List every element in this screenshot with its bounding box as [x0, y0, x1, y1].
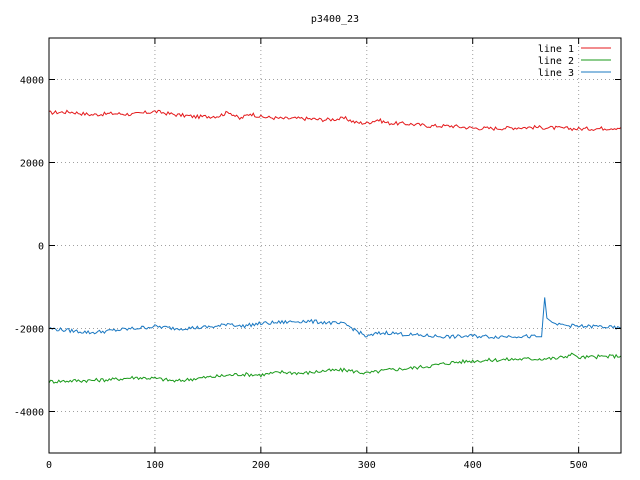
y-tick-label: 4000	[20, 76, 44, 87]
chart-title: p3400_23	[311, 14, 359, 25]
series-layer	[48, 109, 622, 384]
y-tick-label: 0	[38, 242, 44, 253]
x-tick-label: 400	[464, 460, 482, 471]
x-tick-label: 0	[46, 460, 52, 471]
series-line-3	[48, 297, 622, 340]
x-tick-label: 200	[252, 460, 270, 471]
y-tick-label: 2000	[20, 159, 44, 170]
series-line-1	[48, 109, 622, 132]
series-line-2	[48, 352, 622, 384]
plot-frame	[48, 37, 622, 454]
tick-layer: 0 100 200 300 400 500 -4000 -2000 0 2000 4000	[14, 38, 621, 471]
x-tick-label: 500	[570, 460, 588, 471]
legend-label: line 2	[538, 56, 574, 67]
x-tick-label: 300	[358, 460, 376, 471]
y-tick-label: -2000	[14, 325, 44, 336]
x-tick-label: 100	[146, 460, 164, 471]
y-tick-label: -4000	[14, 408, 44, 419]
grid-layer	[49, 38, 621, 453]
legend-label: line 3	[538, 68, 574, 79]
legend-label: line 1	[538, 44, 574, 55]
